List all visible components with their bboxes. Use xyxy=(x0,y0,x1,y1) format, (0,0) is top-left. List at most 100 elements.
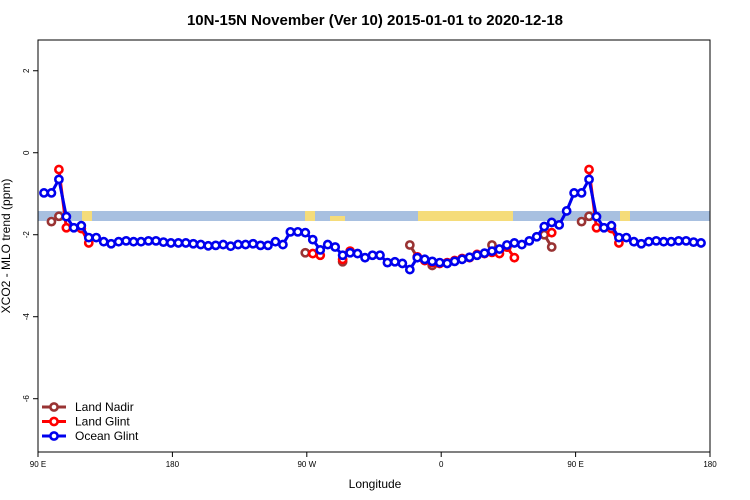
data-point xyxy=(151,235,161,246)
data-point xyxy=(449,256,460,267)
data-point xyxy=(516,239,527,250)
data-point xyxy=(39,188,49,198)
x-tick-label: 180 xyxy=(166,460,180,469)
data-point xyxy=(300,227,311,238)
data-point xyxy=(61,211,72,222)
data-point xyxy=(546,217,557,228)
data-point xyxy=(576,188,587,198)
data-point xyxy=(113,236,124,247)
x-axis-label: Longitude xyxy=(349,477,402,491)
data-point xyxy=(203,240,214,251)
data-point xyxy=(554,219,565,230)
data-point xyxy=(278,239,288,250)
data-point xyxy=(464,252,475,263)
data-point xyxy=(292,226,303,237)
data-point xyxy=(166,238,176,248)
data-point xyxy=(300,247,311,258)
data-point xyxy=(509,252,520,263)
data-point xyxy=(128,236,139,247)
data-point xyxy=(143,235,154,246)
data-point xyxy=(352,248,363,259)
data-point xyxy=(404,264,415,275)
data-point xyxy=(98,236,109,247)
legend-marker xyxy=(49,416,59,427)
data-point xyxy=(673,235,684,246)
data-point xyxy=(434,257,445,268)
data-point xyxy=(225,241,236,252)
data-point xyxy=(248,238,258,249)
y-tick-label: -2 xyxy=(22,231,31,239)
data-point xyxy=(576,216,587,227)
data-point xyxy=(180,238,191,248)
legend-marker xyxy=(49,431,59,441)
x-tick-label: 90 W xyxy=(297,460,316,469)
x-tick-label: 90 E xyxy=(567,460,583,469)
data-point xyxy=(442,258,453,269)
data-point xyxy=(367,250,378,261)
plot-frame xyxy=(37,39,711,453)
data-point xyxy=(158,237,169,248)
legend-label: Land Glint xyxy=(75,415,130,429)
data-point xyxy=(76,220,87,231)
legend-label: Ocean Glint xyxy=(75,429,139,443)
data-point xyxy=(494,244,505,254)
data-point xyxy=(584,164,594,175)
data-point xyxy=(345,247,356,258)
data-point xyxy=(599,222,609,233)
data-point xyxy=(54,174,64,185)
map-strip xyxy=(38,211,710,221)
data-point xyxy=(509,238,520,248)
data-point xyxy=(285,226,296,237)
data-point xyxy=(584,211,594,222)
data-point xyxy=(375,250,385,261)
data-point xyxy=(360,252,370,263)
data-point xyxy=(524,235,535,246)
data-point xyxy=(628,236,639,247)
data-point xyxy=(106,238,117,249)
data-point xyxy=(531,231,542,242)
data-point xyxy=(382,257,393,268)
data-point xyxy=(606,220,617,231)
data-point xyxy=(584,174,594,185)
data-point xyxy=(195,239,206,250)
data-point xyxy=(233,239,244,250)
data-point xyxy=(472,250,482,261)
y-tick-label: 2 xyxy=(22,68,31,73)
data-point xyxy=(83,232,94,243)
data-point xyxy=(136,236,146,247)
data-point xyxy=(479,248,490,259)
data-point xyxy=(255,240,266,251)
x-tick-label: 180 xyxy=(703,460,717,469)
data-point xyxy=(54,164,64,175)
data-point xyxy=(307,234,318,245)
chart-title: 10N-15N November (Ver 10) 2015-01-01 to … xyxy=(187,12,563,29)
data-point xyxy=(591,222,602,233)
data-point xyxy=(390,256,400,267)
data-point xyxy=(337,250,348,261)
data-point xyxy=(210,240,221,251)
data-point xyxy=(218,239,229,250)
data-point xyxy=(91,232,102,243)
data-point xyxy=(688,237,699,248)
data-point xyxy=(546,227,557,238)
data-point xyxy=(621,232,632,243)
data-point xyxy=(307,248,318,259)
y-tick-label: -6 xyxy=(22,395,31,403)
data-point xyxy=(651,235,662,246)
data-point xyxy=(614,232,624,243)
y-tick-label: -4 xyxy=(22,313,31,321)
data-point xyxy=(487,246,497,257)
data-point xyxy=(61,222,72,233)
data-point xyxy=(46,188,57,198)
data-point xyxy=(404,240,415,250)
data-point xyxy=(397,258,408,269)
data-point xyxy=(666,236,677,247)
data-point xyxy=(173,238,184,248)
data-point xyxy=(322,239,333,250)
data-point xyxy=(539,221,550,232)
x-tick-label: 0 xyxy=(439,460,444,469)
data-point xyxy=(188,238,199,249)
data-point xyxy=(263,240,273,251)
data-point xyxy=(68,222,79,233)
